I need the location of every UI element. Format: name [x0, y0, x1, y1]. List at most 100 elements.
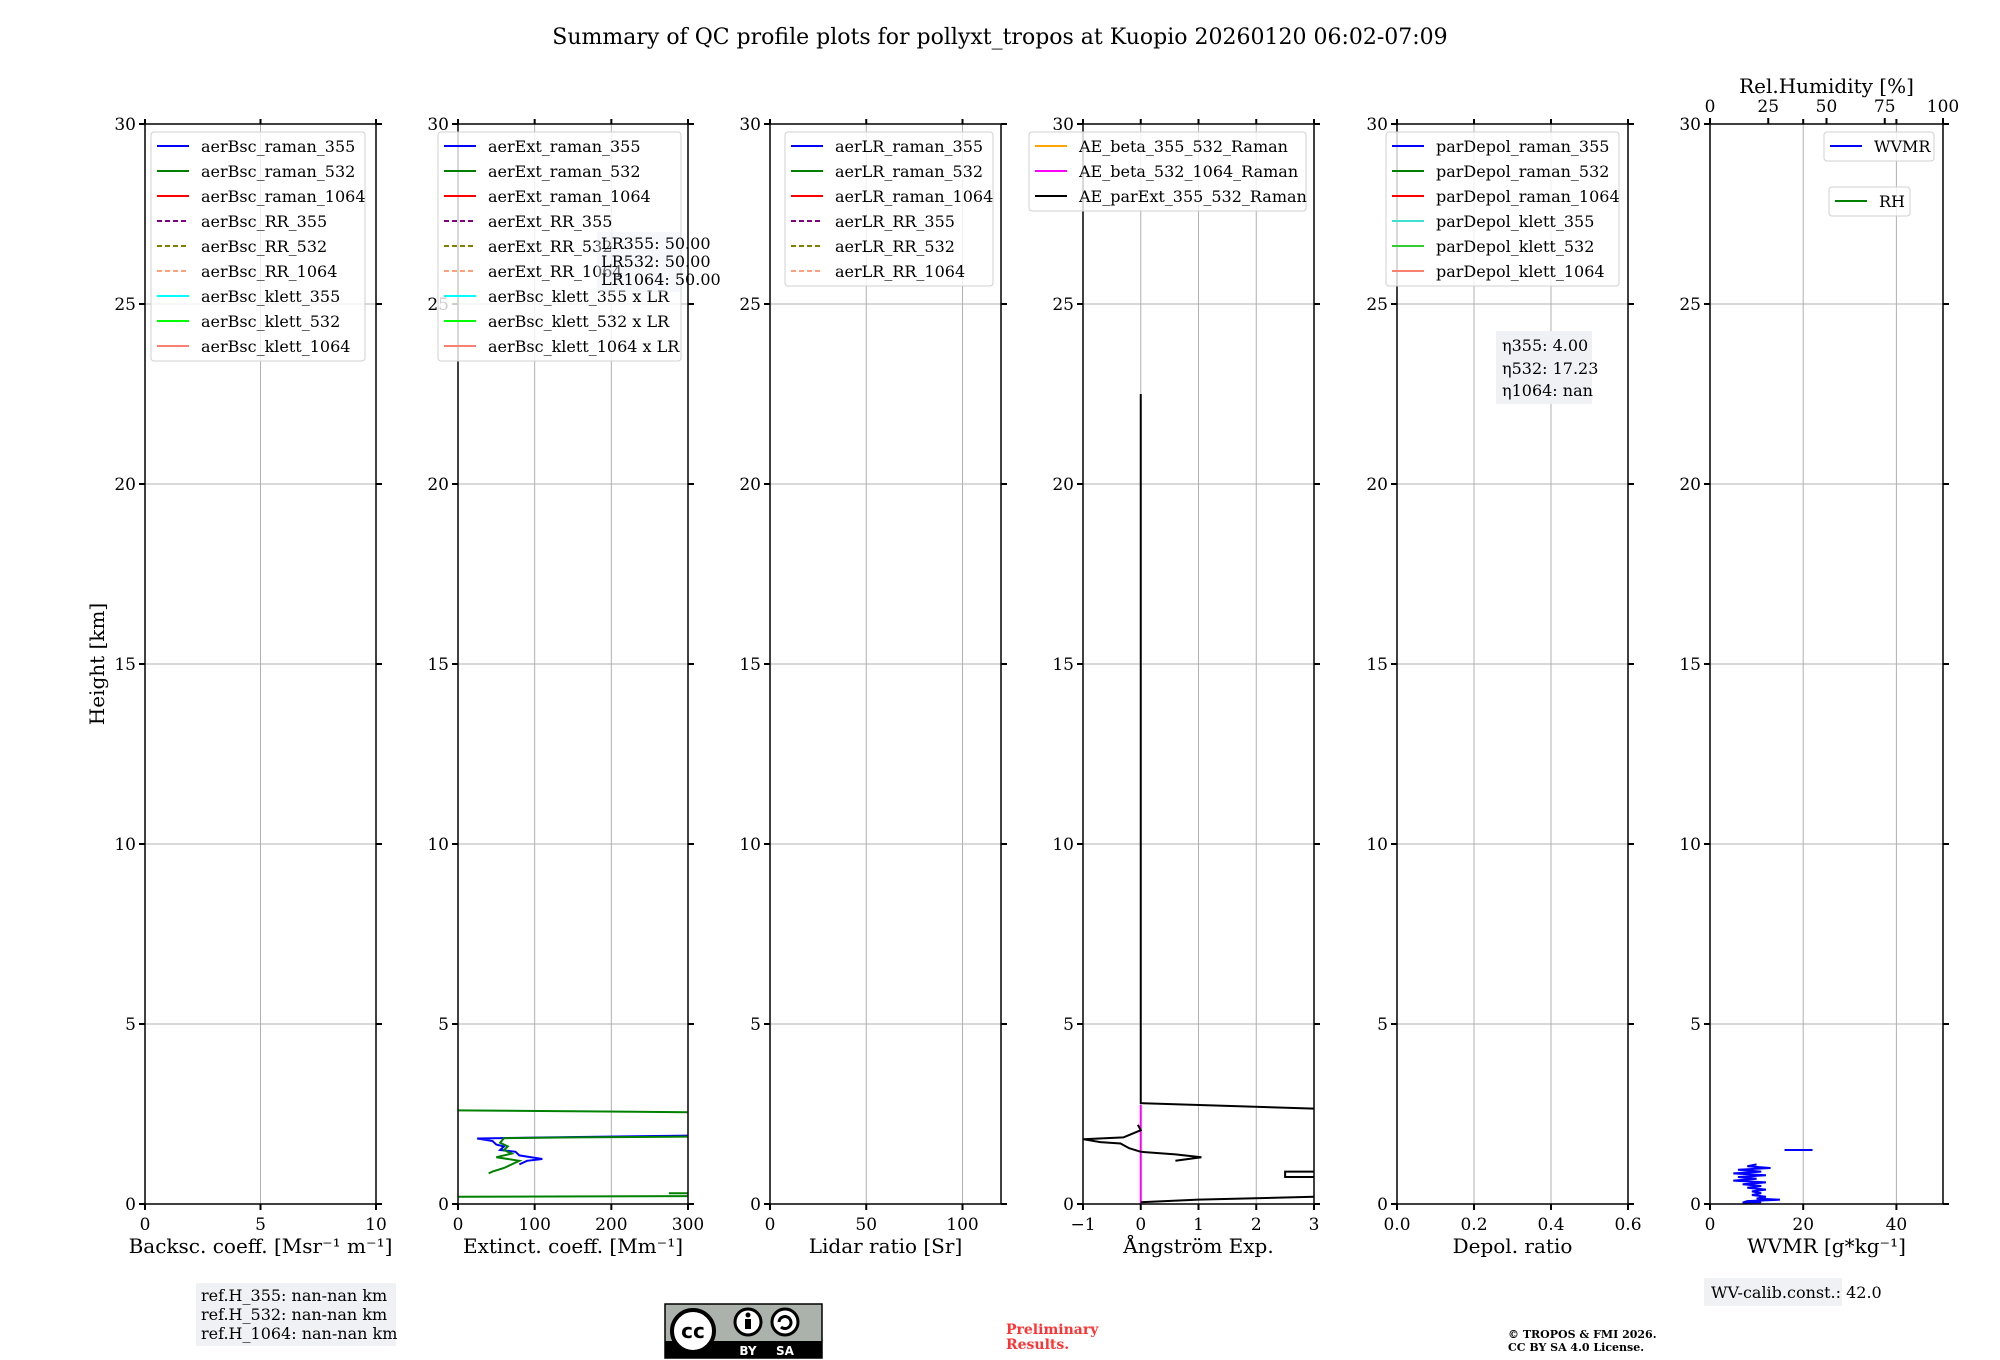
series-line-AE_parExt_355_532_Raman_bottom — [1140, 1195, 1315, 1204]
legend: aerExt_raman_355 aerExt_raman_532 aerExt_r… — [437, 131, 682, 362]
x-tick-label: 50 — [855, 1215, 877, 1235]
legend-label: aerExt_RR_1064 — [488, 262, 623, 281]
y-tick-label: 20 — [1679, 475, 1701, 495]
cc-by-sa-logo: cc BY SA — [664, 1303, 823, 1359]
x-tick-label: 0 — [765, 1215, 776, 1235]
x-tick-label: 300 — [672, 1215, 704, 1235]
x-tick-label: 1 — [1193, 1215, 1204, 1235]
panel-6: 0 20 40 0 5 10 15 20 25 30 WVMR [g*kg⁻¹] 0 25 50 75 100… — [1679, 74, 1959, 1258]
y-tick-label: 25 — [1679, 295, 1701, 315]
legend-box — [1028, 131, 1307, 212]
x-axis-label: Backsc. coeff. [Msr⁻¹ m⁻¹] — [129, 1234, 393, 1258]
y-tick-label: 20 — [1366, 475, 1388, 495]
series-line-AE_parExt_355_532_Raman_low — [1082, 1124, 1202, 1162]
y-tick-label: 10 — [1366, 835, 1388, 855]
panel-1: 0 5 10 0 5 10 15 20 25 30 Backsc. coeff. [Msr⁻¹ m⁻… — [114, 115, 392, 1258]
eta-355: η355: 4.00 — [1502, 336, 1588, 355]
y-tick-label: 25 — [114, 295, 136, 315]
copyright-line1: © TROPOS & FMI 2026. — [1508, 1328, 1657, 1341]
y-tick-label: 15 — [1366, 655, 1388, 675]
x-tick-label: 200 — [595, 1215, 627, 1235]
y-tick-label: 30 — [114, 115, 136, 135]
legend-label: aerBsc_klett_1064 — [201, 337, 350, 356]
y-tick-label: 20 — [427, 475, 449, 495]
legend: WVMR — [1823, 131, 1935, 162]
legend: aerLR_raman_355 aerLR_raman_532 aerLR_rama… — [784, 131, 994, 287]
cc-logo-text: cc — [681, 1319, 705, 1343]
x-tick-label: 40 — [1886, 1215, 1908, 1235]
x-tick-label: 20 — [1792, 1215, 1814, 1235]
legend: AE_beta_355_532_Raman AE_beta_532_1064_Ra… — [1028, 131, 1307, 212]
legend-label: parDepol_klett_355 — [1436, 212, 1594, 231]
top-x-tick-label: 75 — [1874, 97, 1896, 117]
copyright-line2: CC BY SA 4.0 License. — [1508, 1341, 1644, 1354]
y-tick-label: 5 — [125, 1015, 136, 1035]
legend-box — [1385, 131, 1620, 287]
y-tick-label: 25 — [739, 295, 761, 315]
eta-1064: η1064: nan — [1502, 381, 1593, 400]
wv-calib-text: WV-calib.const.: 42.0 — [1711, 1283, 1882, 1302]
y-tick-label: 10 — [427, 835, 449, 855]
legend-label: aerLR_RR_1064 — [835, 262, 965, 281]
x-tick-label: 10 — [365, 1215, 387, 1235]
panel-3: 0 50 100 0 5 10 15 20 25 30 Lidar ratio [Sr] aerLR_… — [739, 115, 1007, 1258]
y-tick-label: 5 — [1063, 1015, 1074, 1035]
top-x-axis-label: Rel.Humidity [%] — [1739, 74, 1914, 98]
legend-label: aerBsc_klett_355 — [201, 287, 340, 306]
legend-label: aerBsc_klett_532 — [201, 312, 340, 331]
y-tick-label: 10 — [739, 835, 761, 855]
y-tick-label: 20 — [739, 475, 761, 495]
y-tick-label: 30 — [1679, 115, 1701, 135]
y-tick-label: 0 — [750, 1195, 761, 1215]
legend-box — [150, 131, 366, 362]
x-tick-label: 3 — [1309, 1215, 1320, 1235]
y-axis-label: Height [km] — [85, 603, 109, 725]
lr-532: LR532: 50.00 — [601, 252, 711, 271]
legend-label: aerBsc_RR_355 — [201, 212, 327, 231]
legend-label: aerLR_RR_355 — [835, 212, 955, 231]
ref-h-532: ref.H_532: nan-nan km — [201, 1305, 387, 1324]
figure-title: Summary of QC profile plots for pollyxt_… — [552, 25, 1447, 50]
legend-label: aerLR_raman_1064 — [835, 187, 993, 206]
y-tick-label: 25 — [1052, 295, 1074, 315]
legend-box — [437, 131, 682, 362]
y-tick-label: 30 — [1366, 115, 1388, 135]
x-tick-label: 0.0 — [1383, 1215, 1410, 1235]
y-tick-label: 5 — [750, 1015, 761, 1035]
series-line-AE_parExt_355_532_Raman — [1139, 394, 1315, 1110]
series-line-AE_parExt_355_532_Raman_box — [1284, 1170, 1314, 1178]
wv-calib-box: WV-calib.const.: 42.0 — [1704, 1278, 1882, 1306]
eta-box: η355: 4.00 η532: 17.23 η1064: nan — [1496, 331, 1598, 404]
x-axis-label: Extinct. coeff. [Mm⁻¹] — [463, 1234, 683, 1258]
x-tick-label: 0 — [453, 1215, 464, 1235]
by-label: BY — [739, 1344, 756, 1358]
legend-label: parDepol_raman_355 — [1436, 137, 1609, 156]
x-axis-label: WVMR [g*kg⁻¹] — [1747, 1234, 1906, 1258]
y-tick-label: 25 — [1366, 295, 1388, 315]
top-x-tick-label: 0 — [1705, 97, 1716, 117]
y-tick-label: 0 — [438, 1195, 449, 1215]
x-axis-label: Depol. ratio — [1453, 1234, 1573, 1258]
legend: aerBsc_raman_355 aerBsc_raman_532 aerBsc_r… — [150, 131, 366, 362]
legend-label: aerExt_RR_532 — [488, 237, 612, 256]
legend-label: aerLR_raman_355 — [835, 137, 983, 156]
top-x-tick-label: 25 — [1757, 97, 1779, 117]
x-axis-label: Lidar ratio [Sr] — [809, 1234, 963, 1258]
y-tick-label: 5 — [438, 1015, 449, 1035]
series-line-aerExt_raman_355 — [477, 1134, 689, 1166]
legend: parDepol_raman_355 parDepol_raman_532 parD… — [1385, 131, 1620, 287]
panel-5: 0.0 0.2 0.4 0.6 0 5 10 15 20 25 30 Depol. ratio parD… — [1366, 115, 1641, 1258]
y-tick-label: 30 — [427, 115, 449, 135]
lr-1064: LR1064: 50.00 — [601, 270, 721, 289]
legend-label: aerExt_raman_532 — [488, 162, 641, 181]
y-tick-label: 10 — [1052, 835, 1074, 855]
legend-label: aerExt_RR_355 — [488, 212, 612, 231]
series-line-aerExt_raman_532_low — [457, 1195, 689, 1198]
top-x-tick-label: 50 — [1816, 97, 1838, 117]
y-tick-label: 15 — [114, 655, 136, 675]
y-tick-label: 10 — [114, 835, 136, 855]
x-tick-label: 2 — [1251, 1215, 1262, 1235]
series-line-aerExt_raman_532 — [488, 1135, 689, 1175]
series-line-WVMR_low — [1733, 1163, 1780, 1204]
legend: RH — [1828, 186, 1911, 217]
